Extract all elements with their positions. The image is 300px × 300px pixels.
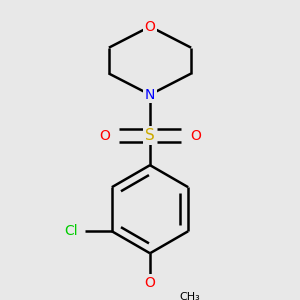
Text: S: S	[145, 128, 155, 143]
Text: N: N	[145, 88, 155, 102]
Text: O: O	[145, 276, 155, 290]
Text: CH₃: CH₃	[179, 292, 200, 300]
Text: O: O	[190, 129, 201, 143]
Text: O: O	[145, 20, 155, 34]
Text: Cl: Cl	[64, 224, 77, 238]
Text: O: O	[99, 129, 110, 143]
